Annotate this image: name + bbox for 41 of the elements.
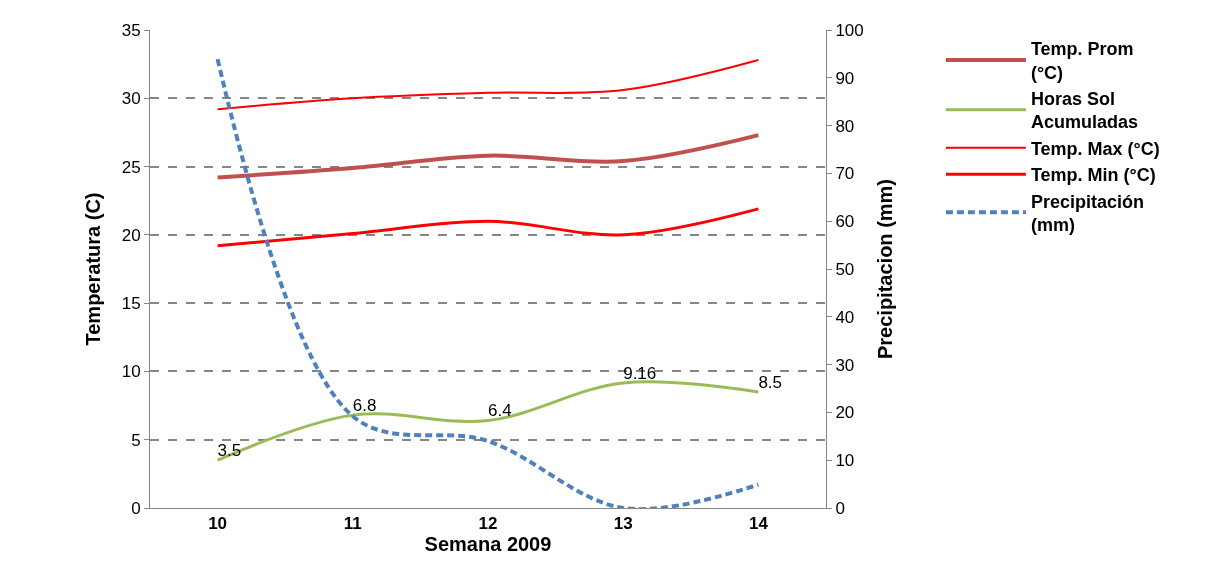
y-tick-label: 35: [121, 20, 141, 40]
y2-tick-label: 80: [835, 116, 855, 136]
data-label: 8.5: [758, 372, 783, 392]
y2-tick-label: 50: [835, 259, 855, 279]
y2-tick-label: 0: [835, 498, 845, 518]
x-tick-label: 14: [748, 514, 769, 534]
legend-label: Temp. Max (°C): [1030, 138, 1160, 159]
legend-label: Horas Sol Acumuladas: [1030, 89, 1138, 133]
line-series: [215, 57, 761, 508]
line-series: [215, 133, 761, 180]
x-tick-label: 10: [208, 514, 228, 534]
y-tick-label: 0: [131, 498, 141, 518]
y-tick-label: 15: [121, 294, 141, 314]
data-label: 6.4: [488, 401, 512, 421]
y2-tick-label: 40: [835, 307, 855, 327]
y2-tick-label: 30: [835, 355, 855, 375]
y2-tick-label: 70: [835, 164, 855, 184]
y-axis-title: Temperatura (C): [82, 192, 105, 346]
y-tick-label: 25: [121, 157, 141, 177]
y2-tick-label: 10: [835, 451, 855, 471]
y-tick-label: 30: [121, 89, 141, 109]
y-tick-label: 10: [121, 362, 141, 382]
x-axis-title: Semana 2009: [424, 533, 552, 556]
x-tick-label: 12: [478, 514, 498, 534]
legend-label: Temp. Prom (°C): [1030, 39, 1134, 83]
legend-label: Temp. Min (°C): [1030, 165, 1156, 186]
line-series: [216, 207, 760, 248]
y2-tick-label: 100: [835, 20, 864, 40]
x-tick-label: 11: [343, 514, 362, 534]
y-tick-label: 20: [121, 225, 141, 245]
legend-label: Precipitación (mm): [1030, 191, 1144, 236]
line-series: [216, 59, 760, 111]
x-tick-label: 13: [613, 514, 633, 534]
y2-axis-title: Precipitacion (mm): [874, 178, 897, 360]
y2-tick-label: 60: [835, 212, 855, 232]
line-series: [216, 380, 760, 462]
y2-tick-label: 20: [835, 403, 855, 423]
data-label: 6.8: [352, 395, 377, 415]
data-label: 9.16: [623, 363, 657, 383]
y2-tick-label: 90: [835, 68, 855, 88]
y-tick-label: 5: [131, 430, 141, 450]
